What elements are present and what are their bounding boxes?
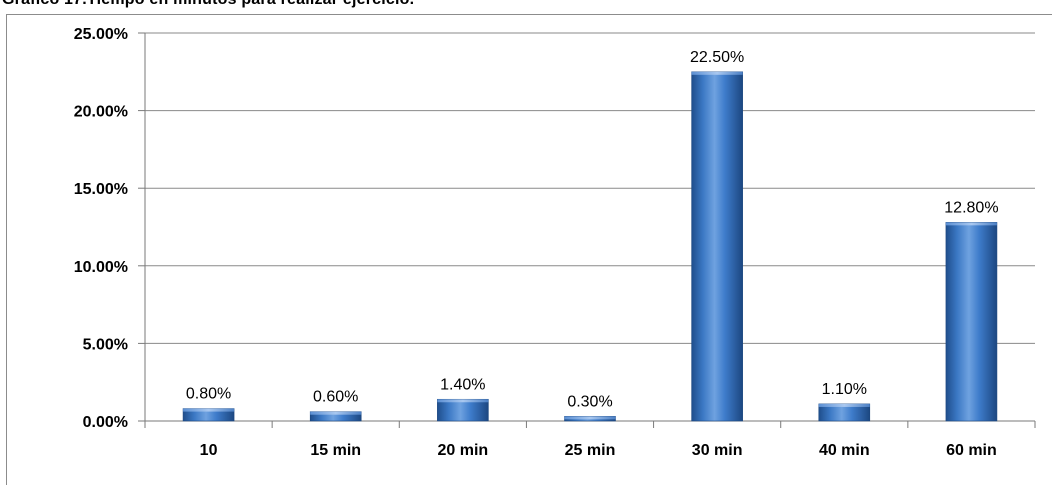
data-label: 12.80% <box>944 199 998 216</box>
chart-frame <box>6 14 1052 485</box>
bar-cap <box>691 71 743 75</box>
x-tick-label: 40 min <box>819 442 870 459</box>
x-tick-label: 20 min <box>438 442 489 459</box>
y-tick-label: 10.00% <box>74 259 128 276</box>
x-tick-label: 15 min <box>310 442 361 459</box>
y-tick-label: 25.00% <box>74 26 128 43</box>
bar-cap <box>310 411 362 415</box>
bar-cap <box>818 403 870 407</box>
x-tick-label: 60 min <box>946 442 997 459</box>
bar <box>437 398 489 422</box>
bar-cap <box>183 408 235 412</box>
data-label: 0.60% <box>313 389 358 406</box>
data-label: 0.80% <box>186 386 231 403</box>
bar-cap <box>437 399 489 403</box>
x-tick-label: 30 min <box>692 442 743 459</box>
x-tick-label: 25 min <box>565 442 616 459</box>
bar <box>691 71 743 422</box>
x-tick-label: 10 <box>200 442 218 459</box>
bar-cap <box>945 222 997 226</box>
data-label: 22.50% <box>690 49 744 66</box>
y-tick-label: 5.00% <box>83 336 128 353</box>
data-label: 0.30% <box>567 393 612 410</box>
chart-title: Gráfico 17.Tiempo en minutos para realiz… <box>2 0 414 9</box>
data-label: 1.10% <box>822 381 867 398</box>
y-tick-label: 0.00% <box>83 414 128 431</box>
y-tick-label: 20.00% <box>74 104 128 121</box>
bar <box>945 222 998 422</box>
bar-cap <box>564 416 616 420</box>
y-tick-label: 15.00% <box>74 181 128 198</box>
data-label: 1.40% <box>440 376 485 393</box>
